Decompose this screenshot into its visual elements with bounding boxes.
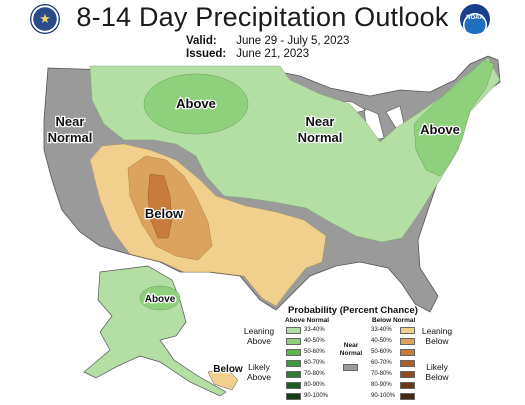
legend-above-bin-swatch xyxy=(286,382,301,389)
label-near-mid-2: Normal xyxy=(298,130,343,145)
label-below-southwest: Below xyxy=(145,206,184,221)
legend-above-bin-swatch xyxy=(286,338,301,345)
legend-above-header: Above Normal xyxy=(285,317,330,324)
noaa-logo-icon: NOAA xyxy=(460,4,490,34)
map-title: 8-14 Day Precipitation Outlook xyxy=(76,2,449,32)
leaning-above-line1: Leaning xyxy=(243,326,275,336)
likely-above-line1: Likely xyxy=(248,362,270,372)
legend-above-bin-swatch xyxy=(286,360,301,367)
below-region-dark xyxy=(147,173,173,239)
issued-value: June 21, 2023 xyxy=(236,48,310,60)
legend-title: Probability (Percent Chance) xyxy=(288,305,418,316)
alaska-panhandle-below xyxy=(207,367,239,391)
label-near-mid-1: Near xyxy=(306,114,335,129)
issued-label: Issued: xyxy=(186,48,227,60)
label-near-west-2: Normal xyxy=(48,130,93,145)
legend-above-bin-label: 33-40% xyxy=(304,327,325,333)
legend-above-bin-label: 70-80% xyxy=(304,371,325,377)
legend-near-normal-header: Near Normal xyxy=(336,342,366,358)
valid-value: June 29 - July 5, 2023 xyxy=(236,35,350,47)
legend-above-bin-swatch xyxy=(286,349,301,356)
legend-above-bin-swatch xyxy=(286,393,301,400)
legend-above-bin-label: 50-60% xyxy=(304,349,325,355)
legend-below-bin-label: 33-40% xyxy=(371,327,392,333)
legend-above-bin-label: 90-100% xyxy=(304,393,329,399)
legend-below-bin-label: 40-50% xyxy=(371,338,392,344)
likely-below-line2: Below xyxy=(425,372,449,382)
legend-below-bin-label: 90-100% xyxy=(371,393,396,399)
legend-leaning-below: Leaning Below xyxy=(420,326,454,346)
legend-below-bin-swatch xyxy=(400,349,415,356)
valid-label: Valid: xyxy=(186,35,217,47)
legend-above-bin-label: 60-70% xyxy=(304,360,325,366)
leaning-below-line2: Below xyxy=(425,336,449,346)
legend-below-bin-swatch xyxy=(400,338,415,345)
legend-near-normal-swatch xyxy=(343,364,358,371)
valid-dates: Valid: June 29 - July 5, 2023 xyxy=(186,35,349,47)
label-above-north: Above xyxy=(176,96,216,111)
likely-below-line1: Likely xyxy=(426,362,448,372)
legend-leaning-above: Leaning Above xyxy=(242,326,276,346)
issued-date: Issued: June 21, 2023 xyxy=(186,48,309,60)
leaning-above-line2: Above xyxy=(246,336,272,346)
legend-below-bin-swatch xyxy=(400,360,415,367)
legend-above-bin-swatch xyxy=(286,371,301,378)
legend-below-bin-swatch xyxy=(400,327,415,334)
legend-below-bin-label: 60-70% xyxy=(371,360,392,366)
alaska-above-mid xyxy=(139,285,181,311)
label-below-inset: Below xyxy=(213,364,243,375)
legend-below-bin-label: 50-60% xyxy=(371,349,392,355)
leaning-below-line1: Leaning xyxy=(421,326,453,336)
legend-below-bin-label: 80-90% xyxy=(371,382,392,388)
near-normal-line1: Near xyxy=(343,342,359,349)
legend-above-bin-label: 80-90% xyxy=(304,382,325,388)
legend-likely-below: Likely Below xyxy=(420,362,454,382)
near-normal-line2: Normal xyxy=(339,350,363,357)
legend-below-header: Below Normal xyxy=(372,317,416,324)
commerce-seal-icon: ★ xyxy=(30,4,60,34)
legend-below-bin-swatch xyxy=(400,371,415,378)
label-near-west-1: Near xyxy=(56,114,85,129)
above-region-mid-north xyxy=(143,73,249,135)
label-above-northeast: Above xyxy=(420,122,460,137)
legend-likely-above: Likely Above xyxy=(242,362,276,382)
alaska-land xyxy=(83,265,227,397)
legend-above-bin-label: 40-50% xyxy=(304,338,325,344)
legend-below-bin-swatch xyxy=(400,382,415,389)
label-above-alaska: Above xyxy=(145,294,176,305)
legend-above-bin-swatch xyxy=(286,327,301,334)
legend-below-bin-swatch xyxy=(400,393,415,400)
legend-below-bin-label: 70-80% xyxy=(371,371,392,377)
above-region-mid-northeast xyxy=(413,59,495,177)
likely-above-line2: Above xyxy=(246,372,272,382)
